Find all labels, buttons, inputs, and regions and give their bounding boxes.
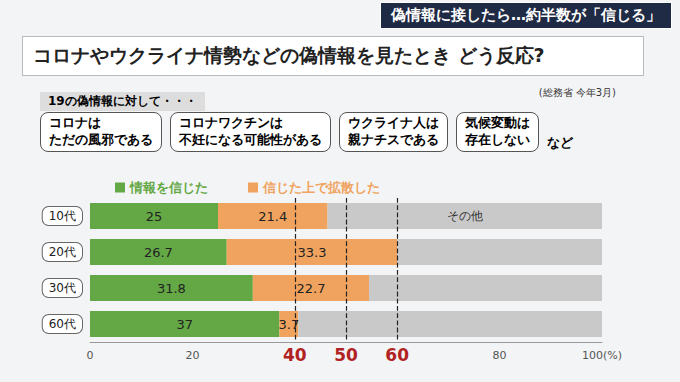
svg-text:30代: 30代 (49, 281, 76, 295)
svg-text:20: 20 (185, 349, 199, 362)
html-text:ウクライナ人は 親ナチスである: ウクライナ人は 親ナチスである (348, 115, 439, 147)
svg-text:20代: 20代 (49, 245, 76, 259)
svg-text:60: 60 (385, 345, 409, 365)
svg-text:60代: 60代 (49, 317, 76, 331)
svg-text:31.8: 31.8 (157, 281, 186, 296)
svg-text:その他: その他 (447, 209, 483, 223)
svg-text:信じた上で拡散した: 信じた上で拡散した (262, 180, 380, 195)
svg-text:26.7: 26.7 (144, 245, 173, 260)
svg-text:10代: 10代 (49, 209, 76, 223)
html-text:コロナワクチンは 不妊になる可能性がある: コロナワクチンは 不妊になる可能性がある (179, 115, 322, 147)
svg-text:80: 80 (493, 349, 507, 362)
svg-text:25: 25 (146, 209, 163, 224)
svg-text:40: 40 (283, 345, 307, 365)
svg-text:0: 0 (87, 349, 94, 362)
html-text:コロナやウクライナ情勢などの偽情報を見たとき どう反応?: コロナやウクライナ情勢などの偽情報を見たとき どう反応? (33, 44, 545, 66)
html-text:など: など (547, 134, 573, 150)
svg-text:22.7: 22.7 (296, 281, 325, 296)
html-text:気候変動は 存在しない: 気候変動は 存在しない (465, 115, 530, 147)
svg-text:情報を信じた: 情報を信じた (129, 180, 208, 195)
svg-text:50: 50 (334, 345, 358, 365)
svg-text:37: 37 (176, 317, 193, 332)
svg-text:21.4: 21.4 (258, 209, 287, 224)
html-text:偽情報に接したら…約半数が「信じる」: 偽情報に接したら…約半数が「信じる」 (391, 6, 661, 24)
html-text:19の偽情報に対して・・・: 19の偽情報に対して・・・ (48, 94, 197, 108)
html-text:コロナは ただの風邪である: コロナは ただの風邪である (49, 115, 153, 147)
svg-text:3.7: 3.7 (279, 317, 300, 332)
svg-text:100(%): 100(%) (582, 349, 622, 362)
svg-text:33.3: 33.3 (297, 245, 326, 260)
html-text:(総務省 今年3月): (総務省 今年3月) (538, 87, 616, 98)
